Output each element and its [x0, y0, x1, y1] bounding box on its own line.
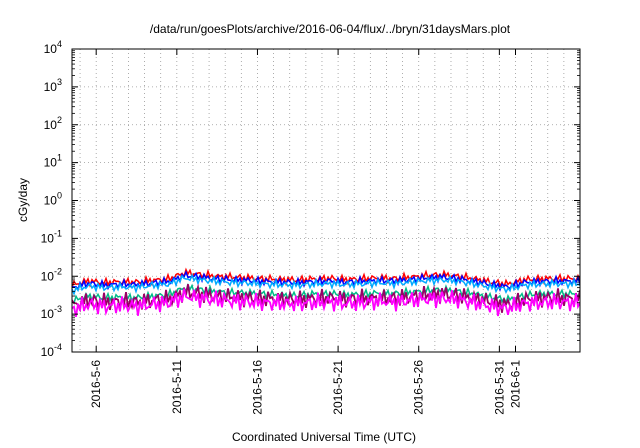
y-tick-label: 10-1: [41, 228, 62, 245]
y-tick-label: 103: [44, 77, 62, 94]
ticks: [72, 48, 580, 353]
x-tick-label: 2016-6-1: [508, 360, 522, 408]
series-line: [72, 283, 580, 313]
y-tick-label: 102: [44, 115, 62, 132]
x-tick-label: 2016-5-16: [250, 360, 264, 415]
y-tick-label: 100: [44, 191, 62, 208]
y-tick-labels: 104 103 102 101 100 10-1 10-2 10-3 10-4: [41, 39, 62, 359]
x-tick-label: 2016-5-6: [89, 360, 103, 408]
chart-title: /data/run/goesPlots/archive/2016-06-04/f…: [150, 22, 511, 36]
y-tick-label: 101: [44, 153, 62, 170]
y-tick-label: 104: [44, 39, 62, 56]
x-tick-label: 2016-5-21: [331, 360, 345, 415]
y-tick-label: 10-3: [41, 304, 62, 321]
x-tick-labels: 2016-5-6 2016-5-11 2016-5-16 2016-5-21 2016-…: [89, 360, 522, 415]
series-line: [72, 270, 580, 293]
plot-lines: [72, 267, 580, 317]
x-axis-label: Coordinated Universal Time (UTC): [232, 430, 416, 444]
y-axis-label: cGy/day: [16, 178, 30, 222]
series-line: [72, 288, 580, 317]
y-tick-label: 10-2: [41, 266, 62, 283]
y-tick-label: 10-4: [41, 342, 62, 359]
x-tick-label: 2016-5-26: [412, 360, 426, 415]
x-tick-label: 2016-5-11: [170, 360, 184, 414]
series-line: [72, 273, 580, 296]
x-tick-label: 2016-5-31: [492, 360, 506, 415]
